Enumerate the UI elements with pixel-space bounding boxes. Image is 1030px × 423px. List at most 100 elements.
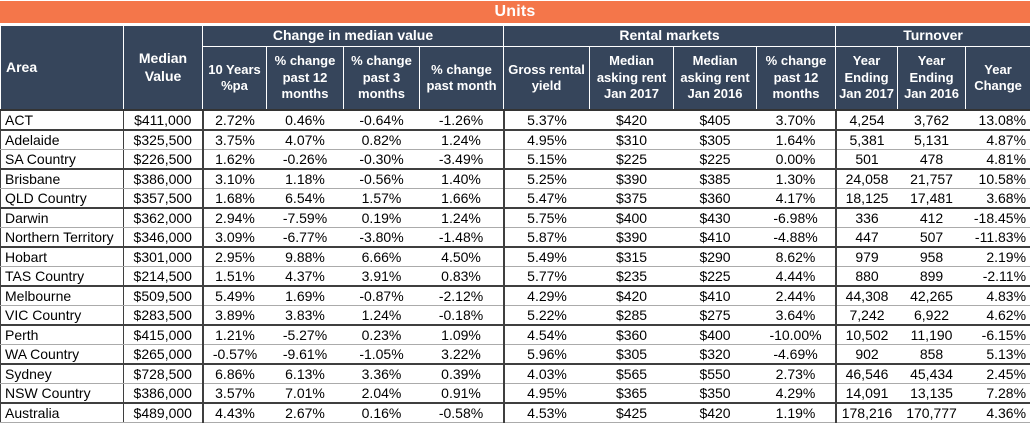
table-cell: 4.29%	[504, 286, 590, 306]
table-header: Area Median Value Change in median value…	[1, 26, 1030, 111]
area-cell: ACT	[1, 110, 124, 130]
table-cell: $225	[674, 267, 757, 287]
table-cell: 7.28%	[966, 384, 1030, 404]
table-cell: $390	[590, 169, 674, 189]
table-cell: 44,308	[836, 286, 898, 306]
table-cell: 958	[898, 247, 966, 267]
table-cell: $305	[674, 130, 757, 150]
table-cell: -0.56%	[344, 169, 420, 189]
col-header-change-12m: % change past 12 months	[267, 46, 344, 110]
table-cell: 1.19%	[757, 403, 836, 423]
page-title: Units	[495, 3, 536, 20]
col-header-year-ending-jan-2017: Year Ending Jan 2017	[836, 46, 898, 110]
col-header-change-1m: % change past month	[420, 46, 504, 110]
area-cell: NSW Country	[1, 384, 124, 404]
area-cell: Hobart	[1, 247, 124, 267]
table-cell: -9.61%	[267, 345, 344, 365]
table-cell: -6.15%	[966, 325, 1030, 345]
table-cell: 3.89%	[203, 306, 267, 326]
table-cell: 4.03%	[504, 364, 590, 384]
table-cell: $305	[590, 345, 674, 365]
table-cell: 3.36%	[344, 364, 420, 384]
col-header-median-rent-jan-2017: Median asking rent Jan 2017	[590, 46, 674, 110]
table-cell: 14,091	[836, 384, 898, 404]
area-cell: Adelaide	[1, 130, 124, 150]
table-cell: 45,434	[898, 364, 966, 384]
col-header-change-3m: % change past 3 months	[344, 46, 420, 110]
area-cell: Sydney	[1, 364, 124, 384]
table-cell: $509,500	[124, 286, 203, 306]
table-cell: $265,000	[124, 345, 203, 365]
table-cell: 3.91%	[344, 267, 420, 287]
col-header-median-rent-jan-2016: Median asking rent Jan 2016	[674, 46, 757, 110]
table-cell: 507	[898, 228, 966, 248]
table-cell: 4.95%	[504, 130, 590, 150]
table-cell: 1.24%	[420, 208, 504, 228]
table-cell: $310	[590, 130, 674, 150]
table-cell: 13,135	[898, 384, 966, 404]
table-cell: -3.49%	[420, 150, 504, 170]
table-cell: $728,500	[124, 364, 203, 384]
table-cell: $400	[590, 208, 674, 228]
table-cell: 1.09%	[420, 325, 504, 345]
area-cell: Darwin	[1, 208, 124, 228]
table-cell: $420	[590, 286, 674, 306]
table-cell: -6.98%	[757, 208, 836, 228]
table-cell: 6.66%	[344, 247, 420, 267]
area-cell: WA Country	[1, 345, 124, 365]
table-cell: 1.69%	[267, 286, 344, 306]
table-cell: $325,500	[124, 130, 203, 150]
table-cell: 5.25%	[504, 169, 590, 189]
table-cell: $411,000	[124, 110, 203, 130]
table-cell: 170,777	[898, 403, 966, 423]
table-cell: 979	[836, 247, 898, 267]
table-cell: $386,000	[124, 169, 203, 189]
table-cell: $320	[674, 345, 757, 365]
table-cell: 0.82%	[344, 130, 420, 150]
table-cell: 13.08%	[966, 110, 1030, 130]
table-cell: -6.77%	[267, 228, 344, 248]
table-cell: 9.88%	[267, 247, 344, 267]
table-cell: 2.44%	[757, 286, 836, 306]
table-cell: 3.83%	[267, 306, 344, 326]
table-cell: 1.40%	[420, 169, 504, 189]
table-cell: 42,265	[898, 286, 966, 306]
table-cell: 1.21%	[203, 325, 267, 345]
col-header-year-ending-jan-2016: Year Ending Jan 2016	[898, 46, 966, 110]
table-cell: -0.87%	[344, 286, 420, 306]
table-cell: 858	[898, 345, 966, 365]
table-cell: 5.75%	[504, 208, 590, 228]
table-cell: -0.18%	[420, 306, 504, 326]
table-cell: 1.30%	[757, 169, 836, 189]
table-cell: $360	[590, 325, 674, 345]
table-cell: 8.62%	[757, 247, 836, 267]
table-cell: 3.57%	[203, 384, 267, 404]
table-cell: $365	[590, 384, 674, 404]
table-cell: -0.26%	[267, 150, 344, 170]
table-cell: 0.16%	[344, 403, 420, 423]
table-cell: 4.50%	[420, 247, 504, 267]
table-cell: 501	[836, 150, 898, 170]
table-cell: $226,500	[124, 150, 203, 170]
table-cell: 3,762	[898, 110, 966, 130]
table-cell: 2.45%	[966, 364, 1030, 384]
table-cell: $301,000	[124, 247, 203, 267]
table-cell: 0.91%	[420, 384, 504, 404]
table-cell: 5.96%	[504, 345, 590, 365]
table-cell: $375	[590, 189, 674, 209]
table-cell: 18,125	[836, 189, 898, 209]
area-cell: TAS Country	[1, 267, 124, 287]
table-cell: 4.87%	[966, 130, 1030, 150]
table-cell: 3.64%	[757, 306, 836, 326]
table-cell: 4,254	[836, 110, 898, 130]
table-cell: -1.26%	[420, 110, 504, 130]
table-cell: 3.10%	[203, 169, 267, 189]
table-cell: $425	[590, 403, 674, 423]
table-cell: 7.01%	[267, 384, 344, 404]
